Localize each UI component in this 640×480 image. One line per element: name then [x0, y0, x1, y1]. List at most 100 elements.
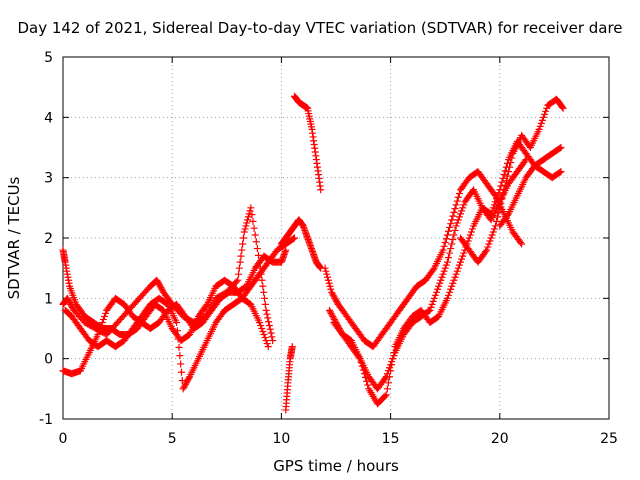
data-point: [250, 224, 258, 232]
data-point: [263, 340, 271, 348]
data-point: [440, 267, 448, 275]
data-point: [268, 333, 276, 341]
data-point: [253, 245, 261, 253]
y-tick-label: -1: [39, 412, 53, 428]
y-tick-label: 0: [44, 352, 53, 368]
data-point: [508, 154, 516, 162]
series-trace-l: [496, 144, 565, 230]
data-point: [256, 318, 264, 326]
data-point: [100, 312, 108, 320]
data-point: [450, 231, 458, 239]
data-point: [438, 273, 446, 281]
data-point: [265, 321, 273, 329]
data-point: [389, 355, 397, 363]
data-point: [430, 294, 438, 302]
data-point: [177, 360, 185, 368]
data-point: [456, 258, 464, 266]
data-point: [247, 204, 255, 212]
data-point: [321, 264, 329, 272]
series-trace-k: [456, 95, 567, 266]
data-point: [483, 246, 491, 254]
data-point: [382, 391, 390, 399]
data-point: [559, 104, 567, 112]
data-point: [182, 380, 190, 388]
data-point: [440, 242, 448, 250]
data-point: [503, 172, 511, 180]
data-point: [454, 216, 462, 224]
data-point: [282, 246, 290, 254]
data-point: [451, 273, 459, 281]
data-point: [448, 240, 456, 248]
data-point: [68, 303, 76, 311]
data-point: [327, 285, 335, 293]
data-point: [267, 329, 275, 337]
data-point: [240, 228, 248, 236]
data-point: [381, 392, 389, 400]
data-point: [501, 167, 509, 175]
data-point: [441, 264, 449, 272]
data-point: [429, 266, 437, 274]
data-point: [448, 282, 456, 290]
data-point: [328, 311, 336, 319]
data-point: [454, 193, 462, 201]
data-point: [452, 222, 460, 230]
data-point: [454, 264, 462, 272]
data-point: [437, 276, 445, 284]
data-point: [361, 374, 369, 382]
data-point: [489, 228, 497, 236]
data-point: [333, 297, 341, 305]
y-tick-label: 4: [44, 110, 53, 126]
data-point: [257, 321, 265, 329]
series-trace-d: [61, 234, 299, 393]
series-trace-f: [291, 92, 325, 194]
x-tick-label: 10: [272, 431, 290, 447]
data-point: [158, 285, 166, 293]
data-point: [328, 288, 336, 296]
data-point: [65, 297, 73, 305]
data-point: [460, 249, 468, 257]
data-point: [458, 207, 466, 215]
data-point: [507, 159, 515, 167]
data-point: [258, 325, 266, 332]
data-point: [387, 367, 395, 375]
data-point: [388, 361, 396, 369]
data-point: [323, 270, 331, 278]
data-point: [248, 211, 256, 219]
data-point: [498, 178, 506, 186]
data-point: [175, 343, 183, 351]
data-point: [459, 252, 467, 260]
series-trace-g: [282, 343, 296, 414]
data-point: [484, 243, 492, 251]
data-point: [330, 293, 338, 301]
data-point: [390, 349, 398, 357]
data-point: [488, 231, 496, 239]
data-point: [173, 318, 181, 326]
data-point: [241, 225, 249, 233]
data-point: [325, 279, 333, 287]
data-point: [518, 240, 526, 248]
data-point: [265, 318, 273, 326]
data-point: [246, 207, 254, 215]
data-point: [96, 325, 104, 332]
data-point: [469, 225, 476, 233]
data-point: [453, 267, 461, 275]
data-point: [442, 235, 450, 243]
data-point: [324, 273, 332, 281]
data-point: [155, 281, 163, 289]
data-point: [266, 325, 274, 333]
data-point: [494, 213, 502, 221]
data-point: [157, 284, 165, 292]
y-tick-label: 2: [44, 231, 53, 247]
data-point: [453, 219, 461, 227]
data-point: [244, 216, 252, 224]
data-point: [490, 190, 498, 198]
data-point: [328, 290, 336, 298]
data-point: [325, 306, 333, 314]
data-point: [329, 312, 337, 320]
data-point: [94, 331, 102, 339]
data-point: [243, 219, 251, 227]
data-point: [236, 258, 244, 266]
data-point: [358, 362, 366, 370]
data-point: [453, 197, 461, 205]
data-point: [324, 276, 332, 284]
